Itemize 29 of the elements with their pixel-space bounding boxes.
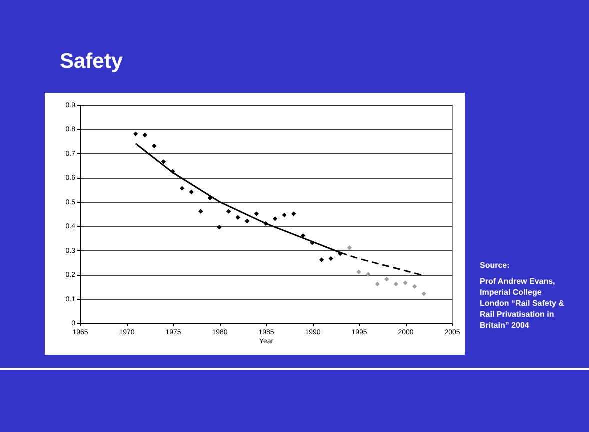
point [180,186,185,191]
point [161,160,166,164]
point [189,190,194,195]
point [254,212,260,216]
point [384,277,390,282]
point [282,212,287,218]
point [366,272,371,277]
point [375,282,380,287]
chart-title: Safety [60,50,124,74]
point [152,144,157,149]
point [319,258,324,262]
point [403,280,408,286]
point [217,224,222,230]
source-note: Source: [480,260,511,271]
point [394,282,399,287]
point [356,270,362,274]
point [347,246,352,250]
text: Prof Andrew Evans, Imperial College London “Rail Safety & Rail Privatisation in Britain” 2004 [480,276,566,331]
point [422,292,426,296]
point [226,209,232,214]
point [292,212,296,216]
point [198,209,204,214]
point [328,256,334,262]
point [245,218,250,224]
point [133,132,138,136]
point [142,132,148,138]
point [236,215,240,220]
point [272,216,278,222]
point [412,284,418,290]
